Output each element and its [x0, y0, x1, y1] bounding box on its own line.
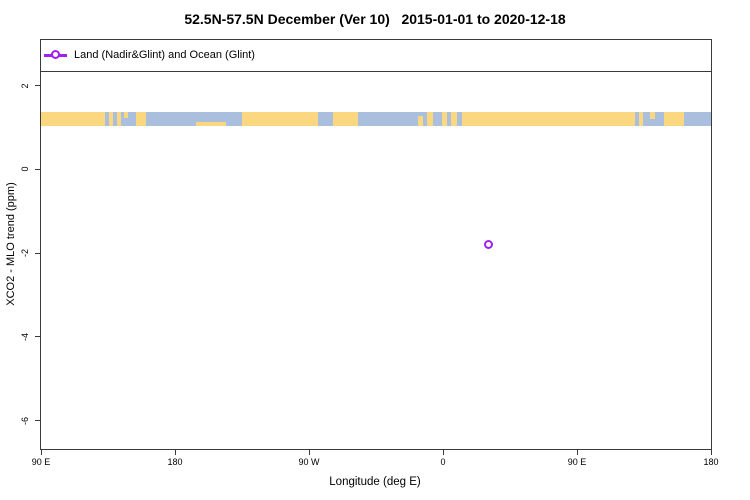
map-segment-land [461, 112, 636, 126]
y-tick-label: 2 [20, 83, 30, 89]
y-tick-label: -4 [20, 332, 30, 341]
world-map-band [41, 112, 711, 126]
y-tick-mark [35, 420, 40, 422]
legend-label: Land (Nadir&Glint) and Ocean (Glint) [74, 49, 255, 61]
map-segment-land [242, 112, 318, 126]
x-tick-mark [576, 450, 578, 455]
x-tick-mark [174, 450, 176, 455]
plot-area: Land (Nadir&Glint) and Ocean (Glint) [40, 39, 712, 450]
map-segment-ocean [145, 112, 242, 126]
map-patch-land [195, 122, 226, 126]
map-segment-ocean [113, 112, 117, 126]
map-segment-land [427, 112, 434, 126]
map-segment-land [441, 112, 447, 126]
x-axis-title: Longitude (deg E) [329, 476, 421, 488]
map-segment-land [451, 112, 458, 126]
map-segment-land [41, 112, 106, 126]
map-segment-land [664, 112, 685, 126]
map-segment-ocean [120, 112, 136, 126]
y-tick-mark [35, 252, 40, 254]
map-segment-land [638, 112, 644, 126]
map-segment-ocean [358, 112, 428, 126]
data-point-marker [483, 240, 493, 250]
x-tick-mark [710, 450, 712, 455]
map-patch-land [649, 112, 656, 120]
x-tick-mark [308, 450, 310, 455]
y-tick-mark [35, 168, 40, 170]
map-segment-land [332, 112, 359, 126]
map-segment-ocean [457, 112, 462, 126]
map-segment-ocean [105, 112, 109, 126]
map-segment-ocean [446, 112, 452, 126]
map-segment-ocean [433, 112, 442, 126]
x-tick-mark [442, 450, 444, 455]
map-segment-land [116, 112, 121, 126]
y-tick-mark [35, 85, 40, 87]
y-tick-mark [35, 336, 40, 338]
map-segment-ocean [684, 112, 711, 126]
legend-open-circle-icon [51, 50, 60, 59]
y-tick-label: -2 [20, 249, 30, 258]
x-tick-label: 90 E [31, 457, 51, 467]
y-axis-title: XCO2 - MLO trend (ppm) [5, 182, 17, 306]
x-tick-label: 0 [440, 457, 446, 467]
y-tick-label: -6 [20, 416, 30, 425]
map-segment-land [108, 112, 114, 126]
x-tick-mark [40, 450, 42, 455]
x-tick-label: 180 [703, 457, 719, 467]
map-patch-land [418, 116, 424, 126]
y-tick-label: 0 [20, 166, 30, 172]
x-tick-label: 90 W [298, 457, 320, 467]
chart-title: 52.5N-57.5N December (Ver 10) 2015-01-01… [184, 11, 566, 27]
x-tick-label: 90 E [567, 457, 587, 467]
map-patch-land [124, 112, 129, 119]
map-segment-ocean [635, 112, 639, 126]
legend: Land (Nadir&Glint) and Ocean (Glint) [41, 40, 711, 72]
x-tick-label: 180 [167, 457, 183, 467]
map-segment-ocean [317, 112, 333, 126]
map-segment-ocean [643, 112, 665, 126]
map-segment-land [135, 112, 146, 126]
